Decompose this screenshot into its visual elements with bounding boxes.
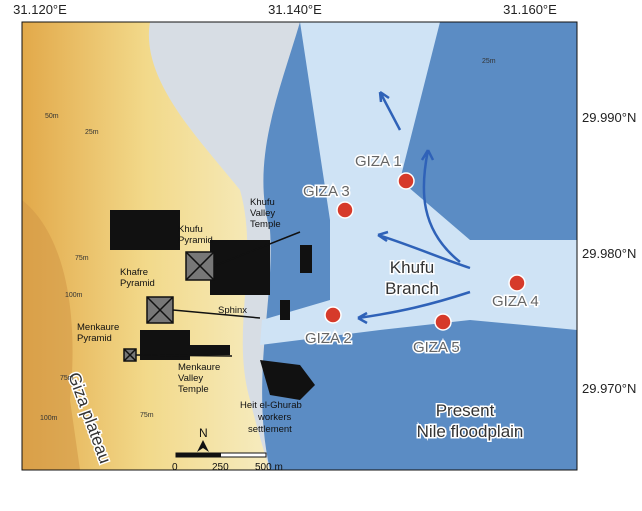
contour-label: 100m [65, 292, 83, 299]
site-label: GIZA 2 [305, 330, 352, 347]
contour-label: 50m [45, 113, 59, 120]
contour-label: 100m [40, 415, 58, 422]
floodplain-label: Present Nile floodplain [417, 401, 524, 441]
site-label: GIZA 3 [303, 183, 350, 200]
feature-labels: Khufu Valley Temple Khufu Pyramid Khafre Pyr… [77, 197, 302, 435]
pyramids [123, 231, 301, 362]
feature-label: Khufu Valley Temple [250, 197, 281, 230]
contour-label: 25m [482, 58, 496, 65]
scale-label: 500 m [255, 462, 283, 473]
lon-label: 31.120°E [13, 2, 67, 17]
lon-label: 31.160°E [503, 2, 557, 17]
feature-label: Menkaure Pyramid [77, 322, 119, 344]
plateau-high [22, 200, 80, 470]
scale-label: 0 [172, 462, 178, 473]
feature-label: Menkaure Valley Temple [178, 362, 220, 395]
flow-arrows [357, 90, 471, 325]
north-label: N [199, 426, 208, 440]
site-label: GIZA 4 [492, 293, 539, 310]
site-label: GIZA 1 [355, 153, 402, 170]
scale-label: 250 [212, 462, 229, 473]
contour-label: 75m [60, 375, 74, 382]
feature-label: Sphinx [218, 305, 247, 316]
feature-label: Khufu Pyramid [178, 224, 213, 246]
site-label: GIZA 5 [413, 339, 460, 356]
khufu-branch-channel [260, 22, 577, 345]
contour-label: 75m [75, 255, 89, 262]
contour-label: 25m [85, 129, 99, 136]
contour-labels: 50m 25m 75m 100m 25m 75m 100m 75m [40, 58, 496, 422]
contour-label: 75m [140, 412, 154, 419]
map-body: GIZA 1 GIZA 2 GIZA 3 GIZA 4 GIZA 5 Khufu… [22, 22, 577, 473]
lat-label: 29.980°N [582, 246, 636, 261]
settlement-blocks [110, 210, 315, 400]
scale-bar: N 0 250 500 m [172, 426, 283, 473]
feature-label: Heit el-Ghurab workers settlement [240, 400, 302, 435]
feature-label: Khafre Pyramid [120, 267, 155, 289]
site-markers [324, 172, 526, 331]
map-frame [21, 21, 578, 471]
lat-label: 29.970°N [582, 381, 636, 396]
lat-label: 29.990°N [582, 110, 636, 125]
lon-label: 31.140°E [268, 2, 322, 17]
branch-label: Khufu Branch [385, 258, 439, 298]
